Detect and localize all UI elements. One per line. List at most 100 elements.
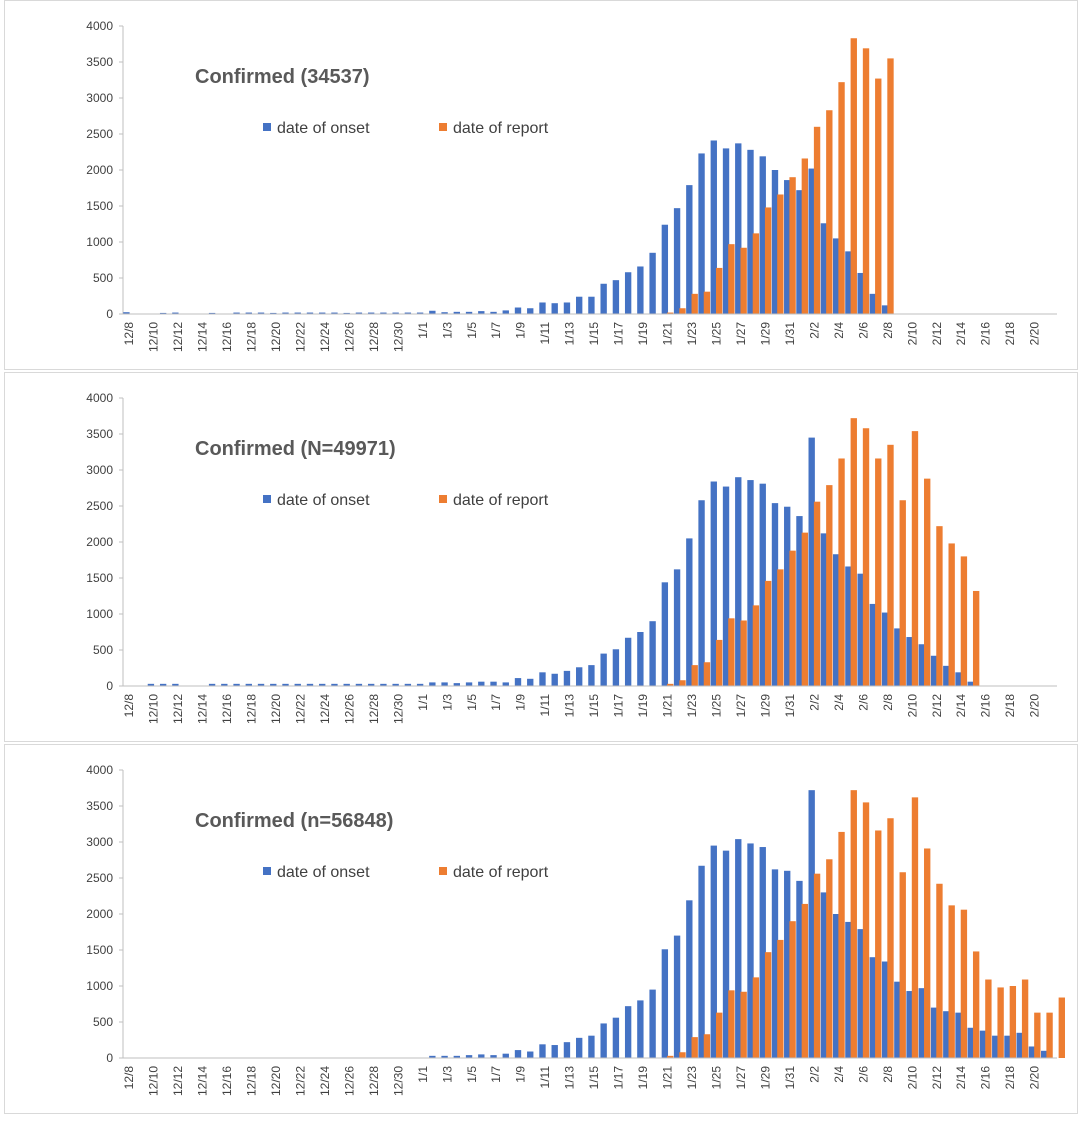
bar-report [875,458,882,686]
y-tick-label: 500 [93,271,113,285]
bar-onset [416,312,424,314]
x-tick-label: 1/31 [783,322,797,346]
x-tick-label: 2/18 [1003,322,1017,346]
bar-onset [270,683,277,686]
bar-report [679,680,686,686]
bar-report [801,158,809,314]
bar-report [948,905,955,1058]
y-tick-label: 1000 [86,979,113,993]
bar-report [789,177,796,314]
bar-report [887,58,894,315]
bar-onset [686,538,693,686]
x-tick-label: 2/14 [954,1066,968,1090]
x-tick-label: 2/14 [954,322,968,346]
bar-report [826,485,833,686]
x-tick-label: 12/30 [391,322,405,352]
bar-report [752,977,760,1058]
x-tick-label: 12/8 [122,1066,136,1090]
bar-onset [294,683,301,686]
bar-report [789,921,796,1058]
x-tick-label: 1/7 [489,322,503,339]
bar-onset [159,683,167,686]
bar-onset [221,683,228,686]
bar-report [850,38,857,315]
legend-swatch-onset [263,495,271,503]
y-tick-label: 3000 [86,835,113,849]
x-tick-label: 2/16 [979,694,993,718]
x-tick-label: 12/20 [269,694,283,724]
x-tick-label: 12/16 [220,1066,234,1096]
x-tick-label: 1/1 [416,1066,430,1083]
bar-report [838,831,845,1058]
bar-onset [392,683,399,686]
bar-report [985,979,992,1058]
bar-onset [551,673,558,686]
x-tick-label: 2/16 [979,322,993,346]
x-tick-label: 1/21 [661,694,675,718]
x-tick-label: 1/1 [416,694,430,711]
bar-onset [881,961,889,1058]
bar-onset [527,678,534,686]
bar-onset [527,308,534,314]
bar-onset [735,477,742,686]
bar-onset [233,683,240,686]
bar-onset [331,312,338,314]
bar-onset [514,307,522,314]
series-report [667,38,894,315]
bar-onset [955,1012,962,1058]
x-tick-label: 12/28 [367,1066,381,1096]
bar-onset [343,312,350,314]
x-tick-label: 12/26 [342,694,356,724]
series-report [667,418,980,686]
bar-onset [857,573,864,686]
legend-label-report: date of report [453,120,549,137]
bar-onset [869,603,877,686]
bar-onset [453,683,460,686]
bar-onset [429,1055,436,1058]
bar-onset [845,921,852,1058]
x-tick-label: 12/16 [220,694,234,724]
bar-onset [539,1044,546,1058]
bar-onset [465,682,473,686]
bar-report [691,665,698,686]
y-tick-label: 4000 [86,763,113,777]
x-tick-label: 1/3 [440,1066,454,1083]
y-tick-label: 2000 [86,907,113,921]
x-tick-label: 1/11 [538,322,552,345]
bar-chart-3: 0 500 1000 1500 2000 2500 3000 3500 4000 12/8 12/1… [86,763,1065,1096]
bar-report [899,500,906,686]
x-tick-label: 2/10 [905,322,919,346]
bar-report [777,194,784,314]
bar-report [850,418,857,686]
bar-onset [930,1007,938,1058]
bar-report [801,532,809,686]
bar-onset [490,681,497,686]
bar-onset [649,252,656,314]
x-tick-label: 1/25 [710,694,724,718]
x-tick-label: 2/10 [905,694,919,718]
bar-onset [453,1055,460,1058]
bar-report [679,1052,686,1058]
x-tick-label: 12/8 [122,694,136,718]
bar-onset [294,312,301,314]
bar-onset [514,678,522,686]
x-tick-label: 2/20 [1028,322,1042,346]
bar-report [1046,1012,1053,1058]
bar-onset [527,1051,534,1058]
bar-onset [943,665,950,686]
bar-report [887,444,894,686]
bar-report [924,848,931,1058]
bar-onset [759,847,766,1058]
x-tick-label: 1/19 [636,1066,650,1090]
bar-onset [563,302,571,314]
x-tick-label: 12/18 [245,694,259,724]
bar-onset [172,312,179,314]
bar-onset [563,1042,571,1058]
bar-onset [637,266,644,314]
x-tick-label: 1/9 [514,1066,528,1083]
x-tick-label: 12/26 [342,322,356,352]
bar-onset [820,892,828,1058]
bar-report [1009,986,1017,1058]
x-tick-label: 2/8 [881,1066,895,1083]
